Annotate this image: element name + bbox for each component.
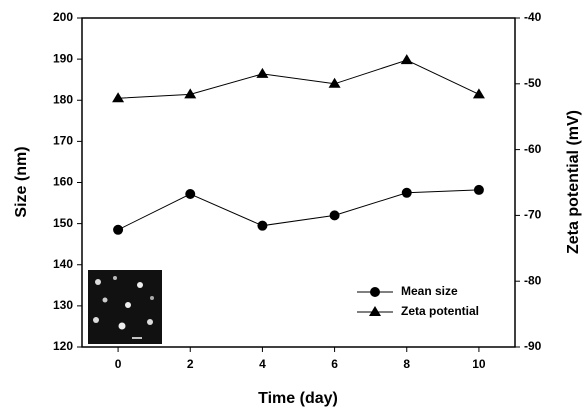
legend-marker xyxy=(369,306,381,316)
legend-label: Zeta potential xyxy=(401,304,479,318)
marker xyxy=(400,54,413,65)
y-tick-label: 150 xyxy=(53,216,73,230)
marker xyxy=(185,189,196,200)
marker xyxy=(473,184,484,195)
x-tick-label: 6 xyxy=(331,357,338,371)
x-tick-label: 10 xyxy=(472,357,486,371)
marker xyxy=(184,88,197,99)
y-tick-label: 170 xyxy=(53,134,73,148)
legend-marker xyxy=(370,287,380,297)
marker xyxy=(256,67,269,78)
y-tick-label: 140 xyxy=(53,257,73,271)
legend-label: Mean size xyxy=(401,284,458,298)
marker xyxy=(257,220,268,231)
x-axis-label: Time (day) xyxy=(258,390,338,407)
x-tick-label: 0 xyxy=(115,357,122,371)
y2-tick-label: -40 xyxy=(524,10,542,24)
series-line xyxy=(118,59,480,99)
y2-tick-label: -60 xyxy=(524,142,542,156)
series-line xyxy=(117,189,479,231)
y-tick-label: 120 xyxy=(53,339,73,353)
x-tick-label: 4 xyxy=(259,357,266,371)
y-axis-label: Size (nm) xyxy=(13,146,30,217)
y2-tick-label: -70 xyxy=(524,208,542,222)
y2-axis-label: Zeta potential (mV) xyxy=(565,110,582,254)
marker xyxy=(328,77,341,88)
y2-tick-label: -50 xyxy=(524,76,542,90)
y-tick-label: 180 xyxy=(53,92,73,106)
marker xyxy=(401,187,412,198)
x-tick-label: 8 xyxy=(403,357,410,371)
y-tick-label: 130 xyxy=(53,298,73,312)
y2-tick-label: -80 xyxy=(524,273,542,287)
inset-image xyxy=(88,270,162,344)
marker xyxy=(113,224,124,235)
y2-tick-label: -90 xyxy=(524,339,542,353)
y-tick-label: 190 xyxy=(53,51,73,65)
y-tick-label: 200 xyxy=(53,10,73,24)
x-tick-label: 2 xyxy=(187,357,194,371)
y-tick-label: 160 xyxy=(53,175,73,189)
marker xyxy=(472,88,485,99)
marker xyxy=(112,92,125,103)
marker xyxy=(329,210,340,221)
